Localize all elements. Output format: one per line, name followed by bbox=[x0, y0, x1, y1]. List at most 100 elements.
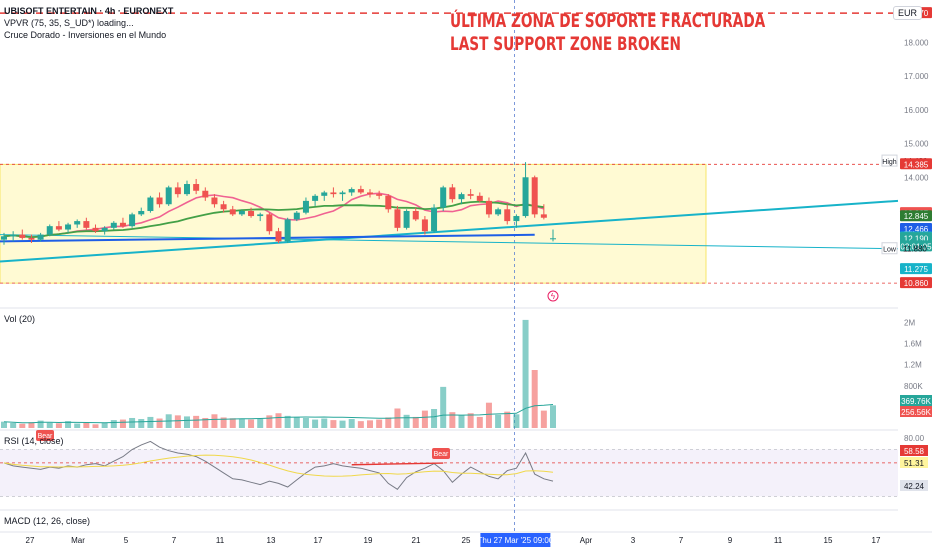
candle-body bbox=[248, 210, 255, 217]
volume-bar bbox=[65, 421, 72, 428]
currency-selector[interactable]: EUR bbox=[892, 6, 922, 20]
price-label-bg bbox=[900, 240, 932, 252]
falling-trendline bbox=[0, 234, 899, 250]
candle-body bbox=[540, 214, 547, 218]
volume-bar bbox=[421, 410, 428, 428]
candle-body bbox=[275, 231, 282, 242]
earnings-marker-icon: ϟ bbox=[551, 292, 556, 301]
candle-body bbox=[348, 189, 355, 193]
candle-body bbox=[10, 234, 17, 237]
candle-body bbox=[202, 190, 209, 198]
candle-body bbox=[330, 192, 337, 195]
candle-body bbox=[367, 192, 373, 195]
candle-body bbox=[504, 209, 511, 222]
candle-body bbox=[129, 214, 136, 227]
rsi-divergence-line bbox=[351, 462, 444, 466]
candle-body bbox=[394, 209, 401, 228]
volume-bar bbox=[10, 422, 17, 428]
volume-bar bbox=[238, 419, 245, 428]
price-label: 12.190 bbox=[904, 234, 929, 243]
volume-bar bbox=[129, 417, 136, 428]
price-label: 14.385 bbox=[904, 160, 929, 169]
candle-body bbox=[220, 204, 227, 210]
rsi-ma-line bbox=[3, 454, 554, 477]
volume-pane-label[interactable]: Vol (20) bbox=[4, 314, 36, 324]
volume-bar bbox=[522, 319, 529, 428]
volume-bar bbox=[1, 421, 7, 428]
indicator-vpvr[interactable]: VPVR (75, 35, S_UD*) loading... bbox=[4, 18, 134, 28]
volume-bar bbox=[339, 420, 346, 428]
volume-bar bbox=[367, 420, 373, 428]
candle-body bbox=[193, 184, 200, 191]
volume-bar bbox=[46, 422, 53, 428]
time-axis-tick: 25 bbox=[462, 536, 471, 545]
volume-bar bbox=[550, 405, 556, 428]
volume-bar bbox=[431, 409, 438, 428]
annotation-spanish: ÚLTIMA ZONA DE SOPORTE FRACTURADA bbox=[450, 10, 766, 32]
volume-bar bbox=[302, 417, 309, 428]
time-axis-tick: 27 bbox=[26, 536, 35, 545]
volume-bar bbox=[193, 415, 200, 428]
candle-body bbox=[293, 212, 300, 220]
candle-body bbox=[266, 214, 273, 232]
bear-label: Bear bbox=[434, 451, 449, 458]
price-label: 12.466 bbox=[904, 225, 929, 234]
time-axis-tick: 13 bbox=[267, 536, 276, 545]
candle-body bbox=[257, 214, 264, 217]
candle-body bbox=[376, 194, 383, 196]
candle-body bbox=[28, 237, 35, 240]
annotation-english: LAST SUPPORT ZONE BROKEN bbox=[450, 33, 682, 55]
volume-bar bbox=[138, 419, 145, 428]
volume-bar bbox=[440, 386, 447, 428]
candle-body bbox=[211, 197, 218, 205]
volume-bar bbox=[28, 422, 35, 428]
candle-body bbox=[449, 187, 456, 200]
candle-body bbox=[138, 210, 145, 215]
volume-bar bbox=[174, 415, 181, 428]
bear-label-bg bbox=[432, 448, 450, 459]
candle-body bbox=[531, 177, 538, 215]
time-axis-tick: 3 bbox=[631, 536, 636, 545]
rsi-pane-label[interactable]: RSI (14, close) bbox=[4, 436, 64, 446]
price-label: 10.860 bbox=[904, 279, 929, 288]
candle-body bbox=[513, 216, 520, 222]
candle-body bbox=[238, 210, 245, 215]
candle-body bbox=[284, 219, 291, 242]
candle-body bbox=[229, 209, 236, 215]
bear-label: Bear bbox=[38, 433, 53, 440]
candle-body bbox=[19, 234, 26, 238]
candle-body bbox=[312, 195, 319, 201]
price-axis-tick: 16.000 bbox=[904, 106, 929, 115]
candle-body bbox=[184, 184, 190, 195]
volume-bar bbox=[348, 419, 355, 428]
volume-ma-line bbox=[3, 404, 554, 424]
volume-bar bbox=[412, 416, 419, 428]
candle-body bbox=[119, 222, 126, 227]
hl-tag-text: High bbox=[882, 159, 897, 166]
indicator-golden-cross[interactable]: Cruce Dorado - Inversiones en el Mundo bbox=[4, 30, 167, 40]
candle-body bbox=[431, 207, 438, 232]
hl-tag-text: Low bbox=[883, 247, 897, 254]
price-axis-tick: 18.000 bbox=[904, 38, 929, 47]
volume-bar bbox=[156, 418, 163, 428]
rsi-label: 42.24 bbox=[904, 482, 925, 491]
macd-pane-label[interactable]: MACD (12, 26, close) bbox=[4, 516, 91, 526]
volume-bar bbox=[248, 419, 255, 428]
price-label-bg bbox=[900, 263, 932, 275]
candle-body bbox=[485, 200, 492, 215]
candle-body bbox=[37, 234, 44, 240]
rsi-label-bg bbox=[900, 445, 928, 456]
time-axis-tick: 9 bbox=[728, 536, 733, 545]
candle-body bbox=[1, 236, 7, 240]
volume-label: 256.56K bbox=[901, 408, 931, 417]
bear-label-bg bbox=[36, 430, 54, 441]
volume-axis-tick: 1.2M bbox=[904, 361, 922, 370]
symbol-title[interactable]: UBISOFT ENTERTAIN · 4h · EURONEXT bbox=[4, 6, 174, 16]
volume-bar bbox=[357, 421, 364, 428]
volume-bar bbox=[495, 414, 502, 428]
candle-body bbox=[110, 222, 117, 228]
rsi-axis-tick: 80.00 bbox=[904, 434, 925, 443]
volume-bar bbox=[266, 415, 273, 428]
